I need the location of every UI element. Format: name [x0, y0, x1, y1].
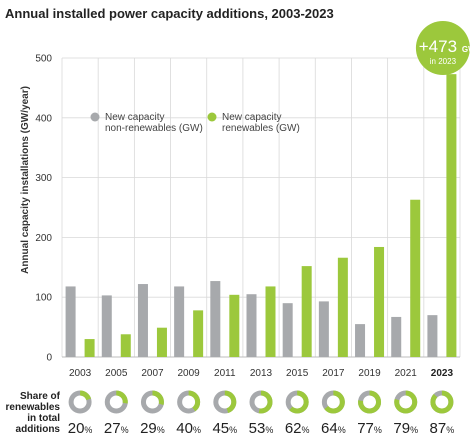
share-donut-arc	[140, 390, 164, 414]
share-donut	[177, 390, 201, 414]
bar-renewable	[337, 257, 348, 357]
x-tick-label: 2013	[250, 368, 273, 379]
share-donut	[140, 390, 164, 414]
share-donut	[430, 390, 454, 414]
share-donut-arc	[213, 390, 237, 414]
share-donut	[285, 390, 309, 414]
share-donut-arc	[321, 390, 345, 414]
bar-layer	[65, 74, 457, 358]
share-label: renewables	[6, 402, 61, 413]
share-donut-arc	[430, 390, 454, 414]
share-label: in total	[27, 413, 60, 424]
x-tick-label: 2007	[141, 368, 164, 379]
x-tick-label: 2021	[395, 368, 418, 379]
x-tick-label: 2015	[286, 368, 309, 379]
bar-nonrenewable	[282, 303, 293, 357]
y-tick-label: 500	[35, 54, 52, 65]
share-value: 53%	[249, 420, 274, 437]
share-donut	[213, 390, 237, 414]
callout-value: +473	[419, 37, 457, 56]
callout: +473 GW in 2023	[415, 21, 474, 75]
share-label: Share of	[20, 391, 61, 402]
x-tick-label: 2003	[69, 368, 92, 379]
x-tick-label: 2009	[178, 368, 201, 379]
bar-renewable	[265, 286, 276, 357]
legend-label-nonrenewable: New capacity	[105, 112, 164, 123]
share-value: 79%	[393, 420, 418, 437]
share-donut-arc	[249, 390, 273, 414]
share-donut	[249, 390, 273, 414]
x-tick-label: 2023	[431, 368, 454, 379]
callout-unit: GW	[462, 45, 474, 54]
share-donut-arc	[358, 390, 382, 414]
bar-nonrenewable	[318, 301, 329, 357]
share-label: additions	[16, 424, 61, 435]
y-axis-title: Annual capacity installations (GW/year)	[20, 86, 31, 274]
callout-bubble	[415, 21, 470, 75]
share-value: 40%	[176, 420, 201, 437]
share-donut	[104, 390, 128, 414]
bar-nonrenewable	[210, 281, 221, 357]
share-donut	[358, 390, 382, 414]
bar-nonrenewable	[137, 284, 148, 357]
bar-renewable	[301, 266, 312, 357]
legend-label-renewable: renewables (GW)	[222, 123, 300, 134]
chart-title: Annual installed power capacity addition…	[5, 6, 334, 21]
share-value: 64%	[321, 420, 346, 437]
bar-renewable	[410, 199, 421, 357]
share-donut	[394, 390, 418, 414]
bar-renewable	[229, 294, 240, 357]
share-donut-arc	[394, 390, 418, 414]
y-tick-label: 200	[35, 233, 52, 244]
share-value: 62%	[285, 420, 310, 437]
grid-layer	[61, 57, 461, 358]
share-value: 45%	[212, 420, 237, 437]
bar-renewable	[120, 334, 131, 357]
bar-nonrenewable	[427, 315, 438, 357]
bar-nonrenewable	[391, 316, 402, 357]
legend-marker-nonrenewable	[90, 112, 100, 122]
bar-renewable	[374, 246, 385, 357]
callout-subtitle: in 2023	[430, 57, 457, 66]
share-donut	[321, 390, 345, 414]
bar-renewable	[156, 327, 167, 357]
share-donut-arc	[285, 390, 309, 414]
share-value: 87%	[430, 420, 455, 437]
x-tick-label: 2017	[322, 368, 345, 379]
bar-nonrenewable	[246, 294, 257, 357]
share-value: 27%	[104, 420, 129, 437]
bar-renewable	[84, 339, 95, 357]
share-donut-arc	[177, 390, 201, 414]
x-tick-label: 2005	[105, 368, 128, 379]
bar-nonrenewable	[101, 295, 112, 357]
bar-nonrenewable	[174, 286, 185, 357]
x-tick-label: 2011	[214, 368, 236, 379]
share-value: 20%	[68, 420, 93, 437]
share-donut-arc	[68, 390, 92, 414]
y-tick-label: 100	[35, 293, 52, 304]
share-donut	[68, 390, 92, 414]
y-tick-label: 0	[46, 353, 52, 364]
bar-nonrenewable	[65, 286, 76, 357]
y-tick-label: 300	[35, 173, 52, 184]
legend-label-nonrenewable: non-renewables (GW)	[105, 123, 203, 134]
bar-renewable	[193, 310, 204, 357]
y-tick-label: 400	[35, 113, 52, 124]
share-donut-arc	[104, 390, 128, 414]
share-value: 77%	[357, 420, 382, 437]
bar-renewable	[446, 74, 457, 358]
x-tick-label: 2019	[358, 368, 381, 379]
legend-marker-renewable	[207, 112, 217, 122]
bar-nonrenewable	[355, 324, 366, 357]
share-value: 29%	[140, 420, 165, 437]
legend-label-renewable: New capacity	[222, 112, 281, 123]
